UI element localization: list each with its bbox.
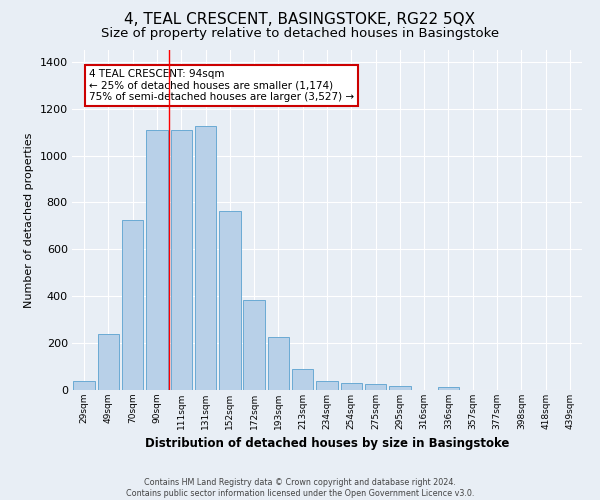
Text: 4 TEAL CRESCENT: 94sqm
← 25% of detached houses are smaller (1,174)
75% of semi-: 4 TEAL CRESCENT: 94sqm ← 25% of detached… <box>89 69 354 102</box>
Bar <box>341 383 362 390</box>
Bar <box>170 130 192 390</box>
Bar <box>122 220 143 390</box>
Bar <box>195 126 216 390</box>
Bar <box>268 337 289 390</box>
Bar <box>73 381 95 390</box>
Y-axis label: Number of detached properties: Number of detached properties <box>24 132 34 308</box>
X-axis label: Distribution of detached houses by size in Basingstoke: Distribution of detached houses by size … <box>145 438 509 450</box>
Bar <box>244 300 265 390</box>
Bar <box>146 130 167 390</box>
Text: Size of property relative to detached houses in Basingstoke: Size of property relative to detached ho… <box>101 28 499 40</box>
Bar <box>98 334 119 390</box>
Bar <box>365 384 386 390</box>
Bar <box>292 369 313 390</box>
Bar <box>389 386 410 390</box>
Text: 4, TEAL CRESCENT, BASINGSTOKE, RG22 5QX: 4, TEAL CRESCENT, BASINGSTOKE, RG22 5QX <box>124 12 476 28</box>
Bar <box>316 381 338 390</box>
Text: Contains HM Land Registry data © Crown copyright and database right 2024.
Contai: Contains HM Land Registry data © Crown c… <box>126 478 474 498</box>
Bar <box>219 212 241 390</box>
Bar <box>438 387 459 390</box>
